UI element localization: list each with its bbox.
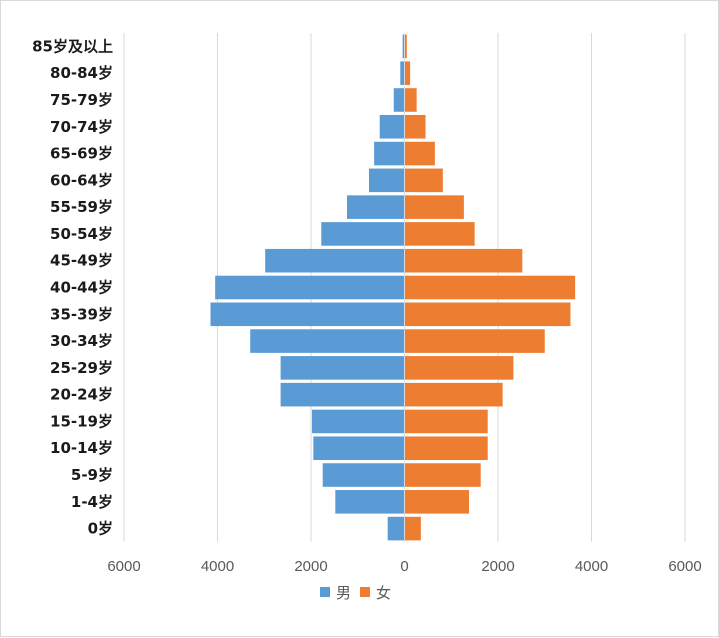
category-label: 65-69岁 bbox=[50, 145, 113, 163]
bar-female bbox=[404, 168, 443, 193]
category-label: 15-19岁 bbox=[50, 412, 113, 430]
bar-female bbox=[404, 61, 411, 85]
category-label: 45-49岁 bbox=[50, 252, 113, 270]
bar-male bbox=[402, 34, 405, 59]
bar-female bbox=[404, 141, 435, 166]
bar-male bbox=[346, 195, 405, 219]
x-tick-label: 2000 bbox=[294, 558, 327, 575]
bar-male bbox=[335, 490, 405, 514]
bar-male bbox=[250, 329, 405, 353]
bar-male bbox=[387, 516, 405, 541]
bar-male bbox=[311, 409, 405, 434]
legend-swatch bbox=[360, 587, 370, 597]
bar-male bbox=[400, 61, 405, 85]
bar-female bbox=[404, 490, 470, 514]
bar-female bbox=[404, 114, 426, 139]
bar-female bbox=[404, 275, 576, 300]
category-label: 5-9岁 bbox=[71, 466, 113, 484]
bar-female bbox=[404, 436, 488, 461]
x-tick-label: 6000 bbox=[668, 558, 701, 575]
bar-male bbox=[313, 436, 405, 461]
bar-male bbox=[265, 248, 405, 273]
category-label: 55-59岁 bbox=[50, 198, 113, 216]
bar-male bbox=[210, 302, 405, 327]
category-label: 25-29岁 bbox=[50, 359, 113, 377]
bar-male bbox=[280, 356, 405, 380]
bar-male bbox=[280, 382, 405, 407]
bar-male bbox=[321, 222, 405, 246]
x-tick-label: 4000 bbox=[575, 558, 608, 575]
bar-female bbox=[404, 409, 488, 434]
category-label: 75-79岁 bbox=[50, 91, 113, 109]
legend-label: 女 bbox=[376, 584, 391, 602]
bar-female bbox=[404, 195, 464, 219]
x-tick-label: 4000 bbox=[201, 558, 234, 575]
category-label: 0岁 bbox=[88, 520, 113, 538]
bar-female bbox=[404, 382, 503, 407]
bar-male bbox=[393, 88, 405, 112]
bar-female bbox=[404, 34, 407, 59]
legend-swatch bbox=[320, 587, 330, 597]
x-tick-label: 0 bbox=[400, 558, 408, 575]
bar-male bbox=[215, 275, 405, 300]
bar-male bbox=[322, 463, 405, 487]
category-label: 35-39岁 bbox=[50, 305, 113, 323]
x-tick-label: 6000 bbox=[107, 558, 140, 575]
category-label: 30-34岁 bbox=[50, 332, 113, 350]
x-tick-label: 2000 bbox=[481, 558, 514, 575]
bar-female bbox=[404, 222, 475, 246]
bar-female bbox=[404, 88, 417, 112]
category-label: 40-44岁 bbox=[50, 279, 113, 297]
bar-female bbox=[404, 516, 421, 541]
bar-female bbox=[404, 463, 481, 487]
bar-male bbox=[374, 141, 405, 166]
category-label: 10-14岁 bbox=[50, 439, 113, 457]
category-label: 20-24岁 bbox=[50, 386, 113, 404]
bar-male bbox=[379, 114, 405, 139]
category-label: 60-64岁 bbox=[50, 171, 113, 189]
category-label: 80-84岁 bbox=[50, 64, 113, 82]
category-label: 70-74岁 bbox=[50, 118, 113, 136]
bar-female bbox=[404, 356, 514, 380]
bar-female bbox=[404, 248, 523, 273]
legend-label: 男 bbox=[336, 584, 351, 602]
bar-female bbox=[404, 302, 571, 327]
bar-male bbox=[368, 168, 405, 193]
bar-female bbox=[404, 329, 545, 353]
category-label: 50-54岁 bbox=[50, 225, 113, 243]
category-label: 1-4岁 bbox=[71, 493, 113, 511]
category-label: 85岁及以上 bbox=[32, 37, 113, 55]
